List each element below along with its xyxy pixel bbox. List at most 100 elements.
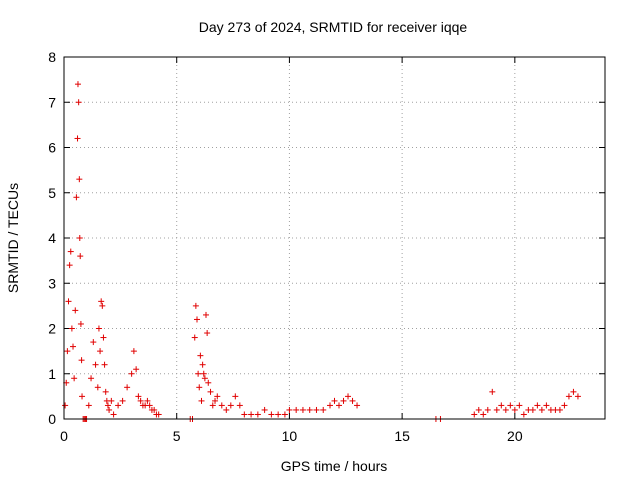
data-point: [207, 388, 214, 395]
data-point: [65, 298, 72, 305]
data-point: [232, 393, 239, 400]
data-point: [326, 402, 333, 409]
axis-ticks: 0 5 10 15 20 0 1 2 3 4 5 6 7 8: [48, 49, 605, 444]
data-point: [67, 248, 74, 255]
data-point: [299, 406, 306, 413]
data-point: [106, 406, 113, 413]
data-point: [151, 406, 158, 413]
data-point: [135, 393, 142, 400]
data-point: [92, 361, 99, 368]
data-point: [66, 262, 73, 269]
plot-frame: [63, 56, 606, 420]
data-point: [538, 406, 545, 413]
data-point: [511, 406, 518, 413]
data-point: [73, 194, 80, 201]
data-point: [248, 411, 255, 418]
data-point: [146, 402, 153, 409]
data-point: [223, 406, 230, 413]
data-point: [543, 402, 550, 409]
data-point: [293, 406, 300, 413]
chart-title: Day 273 of 2024, SRMTID for receiver iqq…: [199, 19, 468, 35]
y-tick-label: 2: [48, 321, 56, 337]
data-point: [214, 393, 221, 400]
data-point: [137, 397, 144, 404]
data-point: [349, 397, 356, 404]
data-point: [480, 411, 487, 418]
data-point: [199, 361, 206, 368]
y-tick-label: 1: [48, 366, 56, 382]
data-point: [200, 370, 207, 377]
data-point: [115, 402, 122, 409]
data-point: [212, 397, 219, 404]
data-point: [101, 361, 108, 368]
data-point: [98, 298, 105, 305]
data-point: [70, 343, 77, 350]
y-tick-label: 0: [48, 411, 56, 427]
data-point: [62, 402, 69, 409]
data-point: [71, 375, 78, 382]
data-point: [201, 375, 208, 382]
data-point: [306, 406, 313, 413]
data-point: [94, 384, 101, 391]
data-point: [565, 393, 572, 400]
y-tick-label: 5: [48, 185, 56, 201]
data-point: [502, 406, 509, 413]
data-point: [68, 325, 75, 332]
data-point: [72, 307, 79, 314]
data-point: [90, 339, 97, 346]
data-point: [336, 402, 343, 409]
data-point: [77, 320, 84, 327]
data-point: [85, 402, 92, 409]
data-point: [97, 348, 104, 355]
data-point: [241, 411, 248, 418]
x-tick-label: 15: [394, 428, 410, 444]
y-axis-label: SRMTID / TECUs: [5, 183, 21, 293]
data-point: [74, 81, 81, 88]
data-point: [78, 357, 85, 364]
data-point: [193, 316, 200, 323]
data-point: [155, 411, 162, 418]
y-tick-label: 6: [48, 140, 56, 156]
data-point: [286, 406, 293, 413]
data-point: [74, 135, 81, 142]
data-point: [484, 406, 491, 413]
data-point: [275, 411, 282, 418]
data-point: [119, 397, 126, 404]
data-point: [320, 406, 327, 413]
grid: [64, 57, 605, 419]
data-point: [574, 393, 581, 400]
data-point: [313, 406, 320, 413]
y-tick-label: 7: [48, 94, 56, 110]
data-point: [331, 397, 338, 404]
data-point: [227, 402, 234, 409]
data-point: [236, 402, 243, 409]
data-point: [354, 402, 361, 409]
x-axis-label: GPS time / hours: [281, 458, 388, 474]
data-point: [520, 411, 527, 418]
data-point: [124, 384, 131, 391]
data-point: [196, 384, 203, 391]
data-point: [104, 402, 111, 409]
data-point: [203, 311, 210, 318]
data-point: [471, 411, 478, 418]
data-point: [102, 388, 109, 395]
data-point: [493, 406, 500, 413]
y-tick-label: 4: [48, 230, 56, 246]
data-point: [64, 348, 71, 355]
data-point: [209, 402, 216, 409]
x-tick-label: 5: [173, 428, 181, 444]
data-point: [475, 406, 482, 413]
y-tick-label: 8: [48, 49, 56, 65]
x-tick-label: 10: [282, 428, 298, 444]
data-point: [534, 402, 541, 409]
data-point: [197, 352, 204, 359]
data-point: [205, 379, 212, 386]
data-point: [77, 253, 84, 260]
data-point: [281, 411, 288, 418]
data-point: [254, 411, 261, 418]
data-point: [489, 388, 496, 395]
data-point: [130, 348, 137, 355]
data-point: [95, 325, 102, 332]
data-point: [75, 99, 82, 106]
